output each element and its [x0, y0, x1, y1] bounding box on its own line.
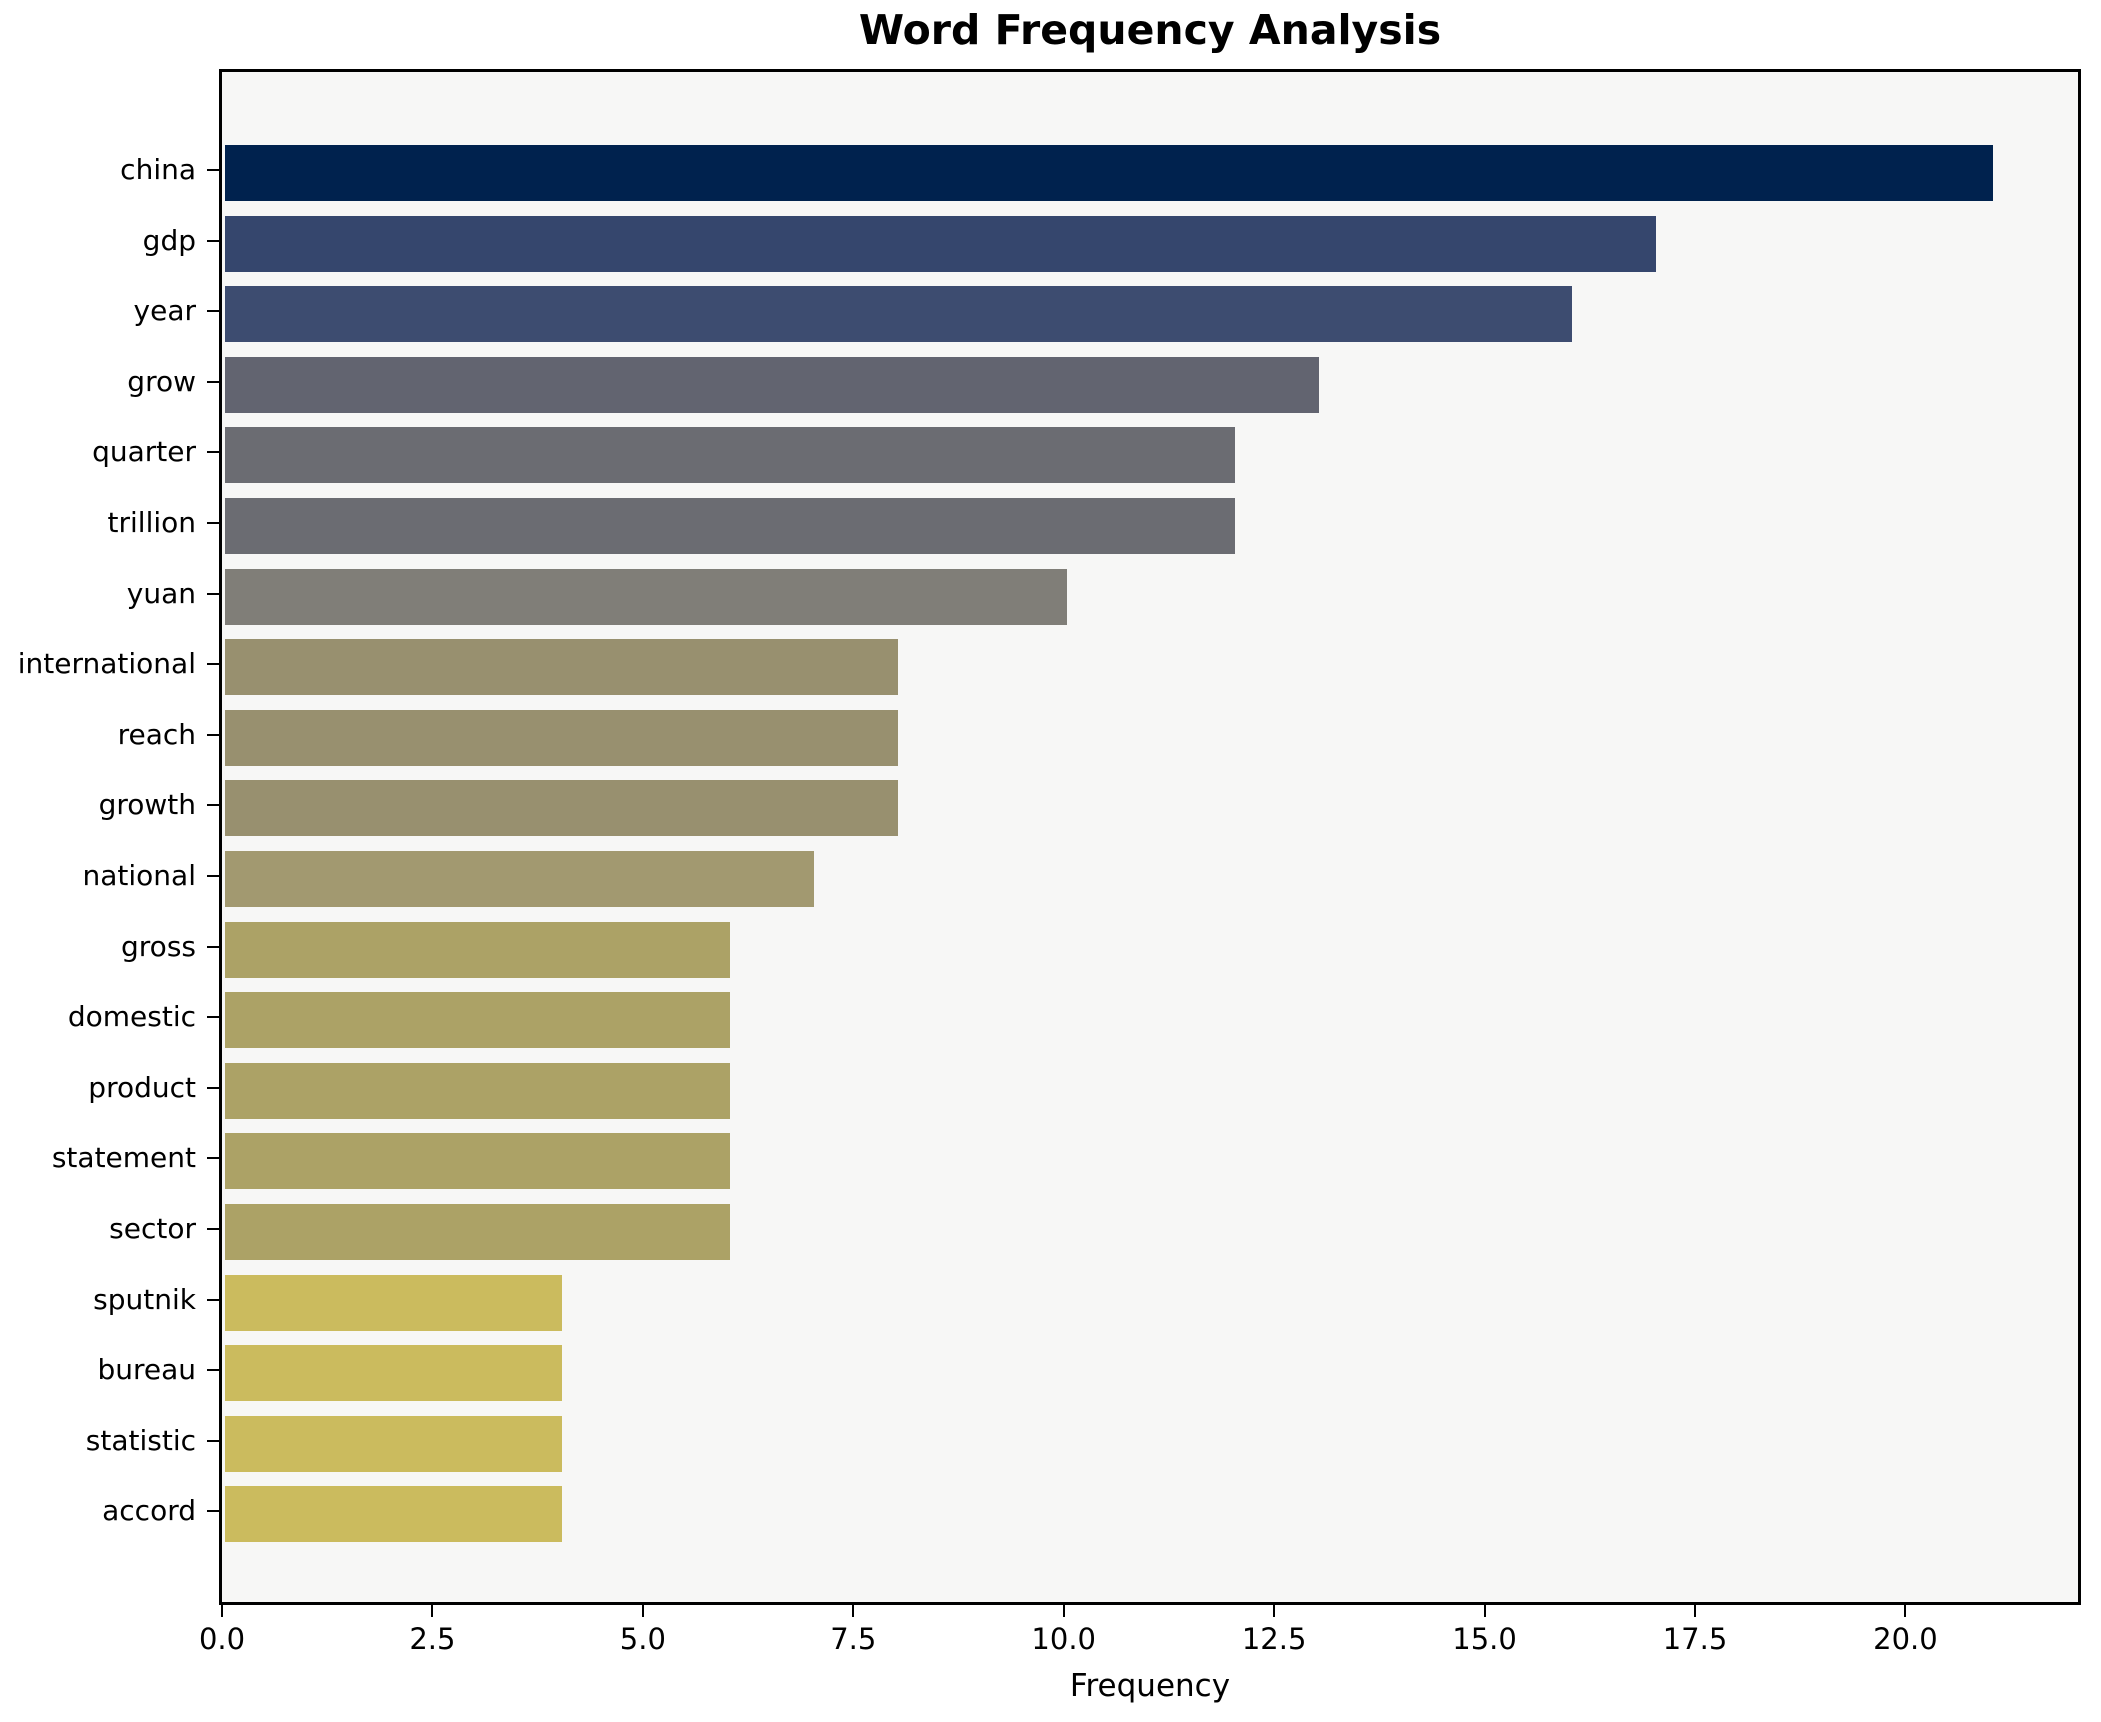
bar-domestic — [225, 992, 731, 1049]
x-tick-label-17.5: 17.5 — [1662, 1622, 1728, 1656]
x-axis-title: Frequency — [1069, 1668, 1231, 1704]
y-tick-mark — [207, 875, 219, 877]
y-tick-mark — [207, 1016, 219, 1019]
y-tick-mark — [207, 239, 219, 242]
y-tick-label-domestic: domestic — [67, 1000, 196, 1034]
x-tick-mark — [221, 1605, 223, 1617]
bar-year — [225, 286, 1572, 343]
x-tick-label-7.5: 7.5 — [830, 1622, 877, 1656]
bar-sputnik — [225, 1274, 562, 1331]
chart-title: Word Frequency Analysis — [858, 6, 1442, 54]
y-tick-mark — [207, 380, 219, 383]
y-tick-label-china: china — [120, 153, 196, 186]
bar-sector — [225, 1204, 731, 1260]
bar-statement — [225, 1133, 731, 1190]
y-tick-mark — [207, 592, 219, 595]
y-tick-label-international: international — [17, 647, 196, 681]
y-tick-label-accord: accord — [102, 1494, 196, 1528]
x-tick-label-12.5: 12.5 — [1241, 1622, 1307, 1656]
bar-growth — [225, 780, 899, 837]
y-tick-mark — [207, 451, 219, 454]
bar-product — [225, 1062, 731, 1119]
bar-reach — [225, 709, 899, 766]
y-tick-mark — [207, 945, 219, 948]
y-tick-label-sector: sector — [109, 1212, 196, 1245]
y-tick-mark — [207, 1157, 219, 1160]
y-tick-label-yuan: yuan — [126, 576, 196, 610]
bar-yuan — [225, 568, 1067, 625]
bar-national — [225, 851, 815, 907]
y-tick-label-gross: gross — [121, 929, 196, 963]
bar-china — [225, 145, 1993, 201]
y-tick-mark — [207, 663, 219, 666]
y-tick-label-reach: reach — [117, 717, 196, 751]
bar-trillion — [225, 498, 1236, 554]
bar-statistic — [225, 1415, 562, 1472]
x-tick-label-0.0: 0.0 — [198, 1622, 246, 1656]
x-tick-mark — [1904, 1605, 1907, 1617]
x-tick-mark — [852, 1605, 855, 1617]
y-tick-mark — [207, 733, 219, 736]
x-tick-label-5.0: 5.0 — [619, 1622, 666, 1656]
x-tick-mark — [1062, 1605, 1065, 1617]
y-tick-mark — [207, 310, 219, 313]
x-tick-mark — [431, 1605, 434, 1617]
x-tick-label-10.0: 10.0 — [1031, 1622, 1096, 1656]
y-tick-mark — [207, 1086, 219, 1089]
y-tick-mark — [207, 1369, 219, 1372]
x-tick-mark — [641, 1605, 644, 1617]
y-tick-label-statistic: statistic — [85, 1423, 196, 1457]
y-tick-label-growth: growth — [98, 788, 196, 822]
y-tick-label-quarter: quarter — [92, 435, 196, 469]
y-tick-mark — [207, 1298, 219, 1301]
y-tick-mark — [207, 804, 219, 807]
bar-grow — [225, 356, 1320, 413]
y-tick-label-gdp: gdp — [142, 223, 196, 257]
x-tick-label-2.5: 2.5 — [409, 1622, 456, 1656]
plot-area — [219, 69, 2081, 1605]
bar-international — [225, 639, 899, 696]
x-tick-mark — [1483, 1605, 1486, 1617]
y-tick-label-sputnik: sputnik — [93, 1282, 196, 1316]
y-tick-label-statement: statement — [51, 1141, 196, 1175]
x-tick-mark — [1273, 1605, 1276, 1617]
y-tick-mark — [207, 522, 219, 524]
bar-quarter — [225, 427, 1236, 484]
bar-bureau — [225, 1345, 562, 1402]
x-tick-label-20.0: 20.0 — [1873, 1622, 1938, 1656]
bar-accord — [225, 1486, 562, 1543]
bar-gross — [225, 921, 731, 978]
y-tick-label-national: national — [82, 859, 196, 892]
x-tick-mark — [1694, 1605, 1697, 1617]
x-tick-label-15.0: 15.0 — [1452, 1622, 1517, 1656]
bar-gdp — [225, 215, 1656, 272]
y-tick-label-year: year — [133, 294, 196, 328]
y-tick-label-trillion: trillion — [107, 506, 196, 539]
y-tick-mark — [207, 1510, 219, 1513]
y-tick-mark — [207, 169, 219, 171]
y-tick-mark — [207, 1439, 219, 1442]
y-tick-label-product: product — [88, 1070, 196, 1104]
y-tick-mark — [207, 1228, 219, 1230]
y-tick-label-bureau: bureau — [97, 1353, 196, 1387]
y-tick-label-grow: grow — [127, 364, 196, 398]
